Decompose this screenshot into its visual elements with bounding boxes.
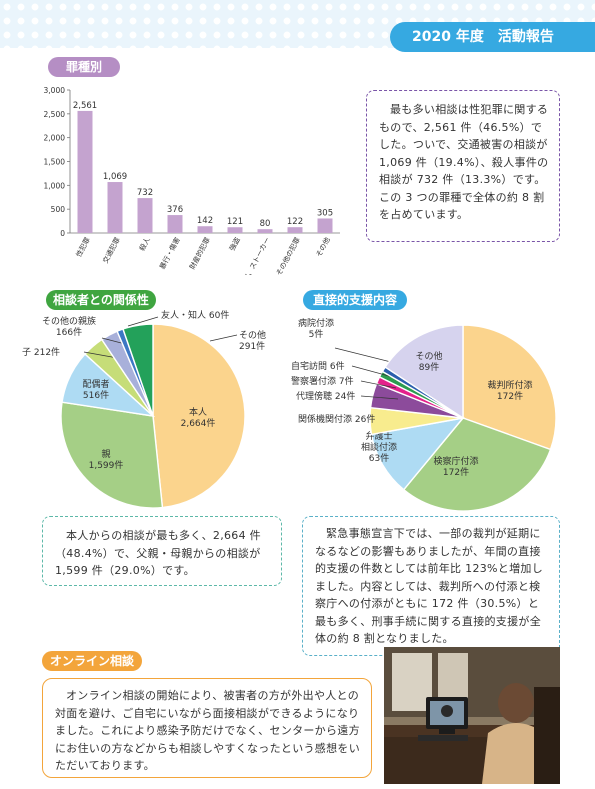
report-title: 活動報告 — [497, 29, 554, 45]
category-label: 殺人 — [137, 236, 152, 253]
crime-bar-chart: 0 500 1,000 1,500 2,000 2,500 3,000 2,561 性犯罪 1,0… — [44, 86, 340, 275]
slice-name-label: 裁判所付添 — [487, 379, 532, 391]
bar — [227, 227, 243, 233]
slice-name-label: 相談付添 — [361, 441, 397, 453]
report-title-banner: 2020 年度 活動報告 — [390, 22, 595, 52]
slice-value-label: 5件 — [309, 328, 324, 340]
slice-name-label: 友人・知人 60件 — [161, 309, 229, 321]
y-tick-label: 1,500 — [44, 158, 66, 167]
y-tick-label: 500 — [51, 205, 66, 214]
slice-name-label: その他 — [239, 329, 266, 341]
pie-slice — [370, 416, 465, 491]
pie-slice — [402, 417, 552, 512]
online-consultation-photo — [384, 647, 560, 784]
category-label: 交通犯罪 — [101, 236, 122, 265]
bar-value-label: 305 — [317, 208, 333, 218]
bar — [107, 182, 123, 233]
category-label: 財産的犯罪 — [187, 236, 211, 271]
support-summary-box: 緊急事態宣言下では、一部の裁判が延期になるなどの影響もありましたが、年間の直接的… — [302, 516, 560, 656]
y-tick-label: 3,000 — [44, 86, 66, 95]
category-label: その他の犯罪 — [274, 236, 302, 275]
crime-heading: 罪種別 — [48, 57, 120, 77]
slice-value-label: 1,599件 — [89, 459, 124, 471]
bar — [137, 198, 153, 233]
y-tick-label: 2,000 — [44, 134, 66, 143]
online-summary-box: オンライン相談の開始により、被害者の方が外出や人との対面を避け、ご自宅にいながら… — [42, 678, 372, 778]
bar — [167, 215, 183, 233]
bar-value-label: 732 — [137, 188, 153, 198]
pie-slice — [122, 323, 154, 417]
bar-value-label: 142 — [197, 216, 213, 226]
slice-name-label: 代理傍聴 24件 — [296, 390, 355, 402]
y-tick-label: 2,500 — [44, 110, 66, 119]
bar-value-label: 121 — [227, 217, 243, 227]
slice-value-label: 291件 — [239, 340, 265, 352]
support-summary-text: 緊急事態宣言下では、一部の裁判が延期になるなどの影響もありましたが、年間の直接的… — [315, 527, 543, 645]
category-label: 性犯罪 — [74, 236, 92, 259]
leader-line — [209, 334, 238, 342]
pie-slice — [462, 324, 557, 451]
slice-name-label: 検察庁付添 — [433, 455, 478, 467]
crime-summary-text: 最も多い相談は性犯罪に関するもので、2,561 件（46.5%）でした。ついで、… — [379, 103, 549, 221]
slice-name-label: 親 — [101, 448, 110, 460]
pie-slice — [152, 323, 246, 509]
leader-line — [360, 380, 397, 389]
online-heading: オンライン相談 — [42, 651, 142, 671]
slice-value-label: 516件 — [83, 389, 109, 401]
bar-value-label: 122 — [287, 217, 303, 227]
pie-slice — [384, 324, 464, 420]
leader-line — [360, 395, 399, 400]
bar-value-label: 376 — [167, 205, 183, 215]
bar — [317, 218, 333, 233]
slice-value-label: 172件 — [443, 466, 469, 478]
relation-summary-text: 本人からの相談が最も多く、2,664 件（48.4%）で、父親・母親からの相談が… — [55, 529, 261, 577]
relation-summary-box: 本人からの相談が最も多く、2,664 件（48.4%）で、父親・母親からの相談が… — [42, 516, 282, 586]
slice-value-label: 2,664件 — [181, 417, 216, 429]
bar-value-label: 1,069 — [103, 172, 127, 182]
report-year: 2020 年度 — [412, 29, 484, 45]
slice-name-label: 警察署付添 7件 — [291, 375, 354, 387]
slice-name-label: 関係機関付添 26件 — [298, 413, 375, 425]
category-label: 暴行・傷害 — [157, 236, 181, 271]
slice-name-label: 子 212件 — [22, 346, 60, 358]
slice-value-label: 172件 — [497, 390, 523, 402]
bar-value-label: 80 — [260, 219, 271, 229]
bar — [77, 110, 93, 233]
slice-name-label: 病院付添 — [298, 317, 334, 329]
slice-value-label: 166件 — [56, 326, 82, 338]
slice-value-label: 89件 — [419, 361, 439, 373]
support-heading: 直接的支援内容 — [303, 290, 407, 310]
y-tick-label: 1,000 — [44, 181, 66, 190]
y-tick-label: 0 — [60, 229, 65, 238]
bar — [197, 226, 213, 233]
pie-slice — [60, 401, 164, 509]
category-label: その他 — [314, 236, 332, 259]
slice-name-label: その他 — [415, 350, 442, 362]
bar — [257, 229, 273, 233]
category-label: 強盗 — [227, 236, 242, 253]
bar-value-label: 2,561 — [73, 101, 97, 111]
relation-heading: 相談者との関係性 — [46, 290, 156, 310]
leader-line — [127, 316, 159, 327]
crime-summary-box: 最も多い相談は性犯罪に関するもので、2,561 件（46.5%）でした。ついで、… — [366, 90, 560, 242]
slice-name-label: 自宅訪問 6件 — [291, 360, 345, 372]
slice-value-label: 63件 — [369, 452, 389, 464]
online-summary-text: オンライン相談の開始により、被害者の方が外出や人との対面を避け、ご自宅にいながら… — [55, 689, 360, 772]
bar — [287, 227, 303, 233]
slice-name-label: その他の親族 — [42, 315, 96, 327]
slice-name-label: 本人 — [189, 406, 207, 418]
slice-name-label: 配偶者 — [82, 378, 109, 390]
